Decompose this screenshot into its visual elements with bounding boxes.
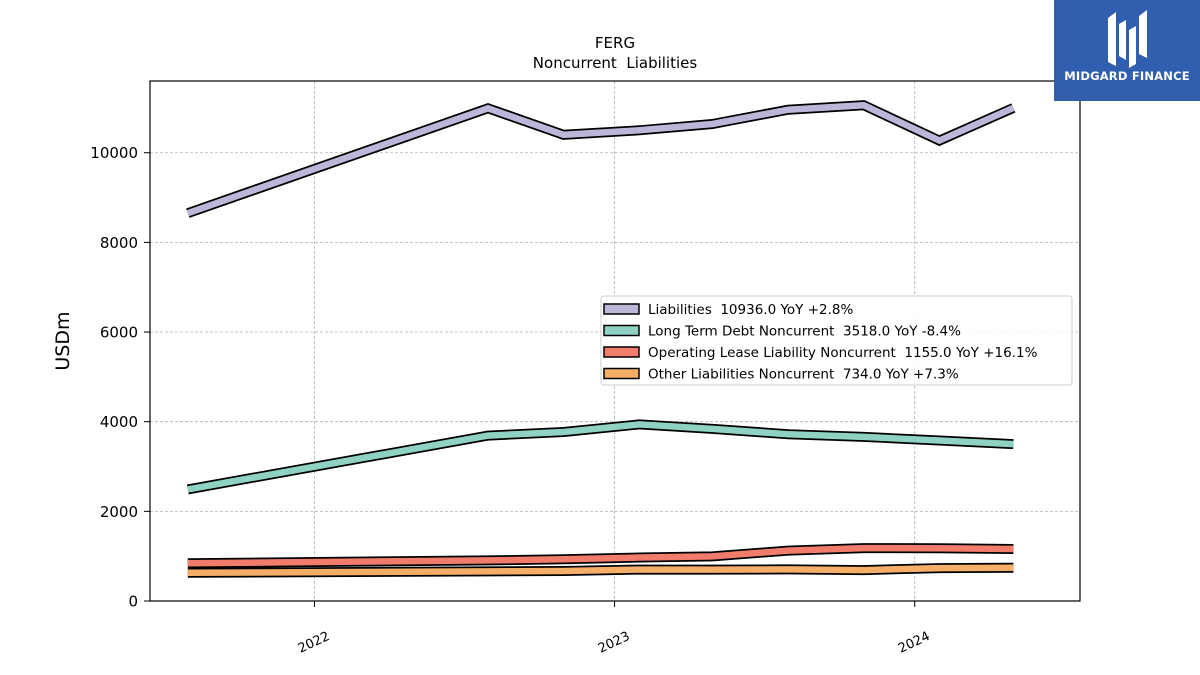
x-tick-label: 2023 [596, 629, 632, 657]
legend-swatch [603, 367, 640, 380]
brand-name: MIDGARD FINANCE [1064, 69, 1190, 83]
series-line-operating-lease-liability-noncurrent [187, 544, 1014, 567]
series-outline-liabilities [186, 100, 1016, 218]
legend-swatch [603, 324, 640, 337]
series-line-long-term-debt-noncurrent [187, 421, 1014, 493]
axes: 0 2000 4000 6000 8000 10000 2022 2023 2024 [90, 144, 932, 656]
legend-label: Long Term Debt Noncurrent 3518.0 YoY -8.… [648, 324, 961, 340]
chart-subtitle: Noncurrent Liabilities [533, 54, 698, 72]
legend-swatch [603, 346, 640, 358]
y-tick-label: 2000 [100, 503, 138, 521]
series-line-other-liabilities-noncurrent [187, 564, 1014, 577]
brand-logo-mark [1108, 10, 1147, 68]
legend-swatch [603, 303, 640, 315]
y-tick-label: 0 [128, 593, 138, 611]
x-tick-label: 2024 [896, 629, 932, 657]
y-axis-label: USDm [52, 311, 74, 370]
brand-logo: MIDGARD FINANCE [1054, 0, 1200, 101]
series-layer [186, 100, 1016, 578]
legend-label: Other Liabilities Noncurrent 734.0 YoY +… [648, 367, 959, 383]
legend: Liabilities 10936.0 YoY +2.8% Long Term D… [600, 295, 1073, 386]
y-tick-label: 10000 [90, 144, 138, 162]
chart-title: FERG [595, 34, 635, 52]
y-tick-label: 6000 [100, 324, 138, 342]
series-line-liabilities [186, 101, 1015, 217]
y-tick-label: 4000 [100, 413, 138, 431]
legend-label: Liabilities 10936.0 YoY +2.8% [648, 302, 853, 318]
y-tick-label: 8000 [100, 234, 138, 252]
legend-label: Operating Lease Liability Noncurrent 115… [648, 345, 1038, 361]
x-tick-label: 2022 [296, 629, 332, 657]
series-outline-long-term-debt-noncurrent [186, 419, 1014, 495]
legend-box [600, 295, 1073, 386]
